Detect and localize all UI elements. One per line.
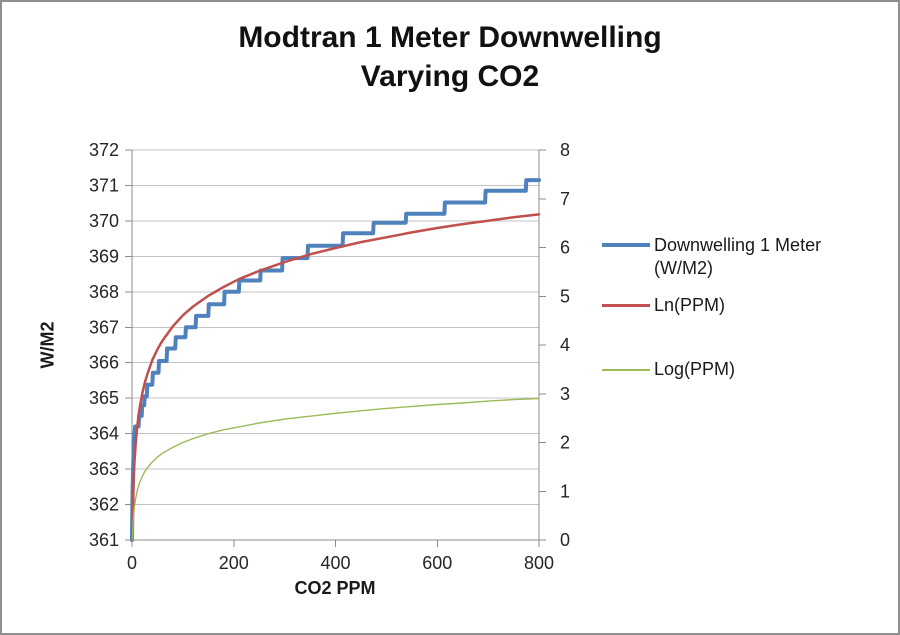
y-right-tick-label: 5 <box>560 286 570 306</box>
y-left-tick-label: 367 <box>89 317 119 337</box>
x-tick-label: 200 <box>219 553 249 573</box>
y-left-tick-label: 363 <box>89 459 119 479</box>
x-axis-title: CO2 PPM <box>294 578 376 598</box>
series-log-ppm-line <box>131 397 540 541</box>
y-right-tick-label: 4 <box>560 335 570 355</box>
y-right-tick-label: 8 <box>560 140 570 160</box>
legend-swatch-log-ppm-icon <box>602 369 650 371</box>
y-left-tick-label: 372 <box>89 140 119 160</box>
y-left-tick-label: 364 <box>89 424 119 444</box>
y-right-tick-label: 7 <box>560 189 570 209</box>
y-left-tick-label: 370 <box>89 211 119 231</box>
y-right-tick-label: 2 <box>560 433 570 453</box>
legend-label-ln-ppm: Ln(PPM) <box>654 295 726 315</box>
y-left-tick-label: 369 <box>89 246 119 266</box>
y-left-tick-label: 366 <box>89 353 119 373</box>
legend-swatch-ln-ppm-icon <box>602 304 650 307</box>
x-tick-label: 0 <box>127 553 137 573</box>
x-tick-label: 800 <box>524 553 554 573</box>
y-left-tick-label: 361 <box>89 530 119 550</box>
y-right-tick-label: 6 <box>560 238 570 258</box>
series-ln-ppm-line <box>131 213 541 542</box>
series-downwelling-1-meter-w-m2-line <box>130 178 541 542</box>
x-tick-label: 600 <box>422 553 452 573</box>
y-left-tick-label: 368 <box>89 282 119 302</box>
y-left-tick-label: 362 <box>89 495 119 515</box>
chart-title: Modtran 1 Meter Downwelling Varying CO2 <box>238 21 662 93</box>
legend-swatch-downwelling-icon <box>602 243 650 247</box>
legend-label-log-ppm: Log(PPM) <box>654 359 736 379</box>
y-left-tick-label: 371 <box>89 175 119 195</box>
y-right-tick-label: 0 <box>560 530 570 550</box>
legend-label-downwelling: Downwelling 1 Meter (W/M2) <box>654 235 822 278</box>
y-right-tick-label: 3 <box>560 384 570 404</box>
y-right-tick-label: 1 <box>560 481 570 501</box>
x-tick-label: 400 <box>320 553 350 573</box>
y-left-tick-label: 365 <box>89 388 119 408</box>
